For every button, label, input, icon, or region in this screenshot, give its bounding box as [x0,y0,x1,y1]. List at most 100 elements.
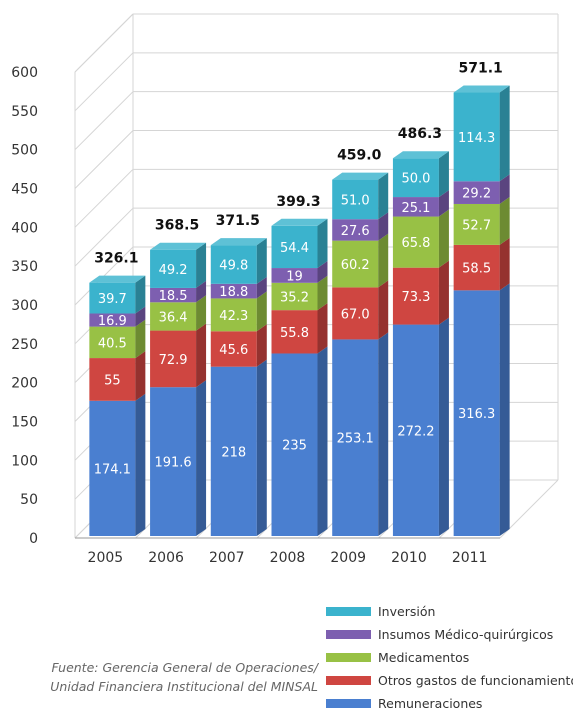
bar-segment-side [378,332,389,536]
bar-segment-side [378,280,389,340]
bar-total-label: 571.1 [458,61,502,77]
bar-total-label: 486.3 [398,126,442,142]
bar-segment-label: 27.6 [341,224,370,239]
bar-total-label: 368.5 [155,218,199,234]
legend-item-otros-gastos: Otros gastos de funcionamiento [326,669,573,692]
bar-segment-front [392,216,439,268]
gridline-depth [74,91,134,151]
y-tick-label: 250 [11,337,38,353]
bar-segment-side [317,275,328,311]
bar-total-label: 459.0 [337,148,382,164]
bar-segment-side [438,260,449,325]
y-tick-label: 550 [11,104,38,120]
bar-top-face [150,242,207,250]
bar-segment-front [150,287,197,303]
x-tick-label: 2008 [270,550,306,566]
bar-segment-front [271,282,318,311]
y-tick-label: 350 [11,259,38,275]
chart-bars [89,85,510,536]
bar-segment-label: 114.3 [458,131,495,146]
legend-label: Inversión [378,604,436,619]
bar-segment-side [317,303,328,354]
bar-segment-label: 191.6 [154,456,191,471]
bar-segment-side [135,319,146,359]
bar-segment-side [499,237,510,291]
bar-segment-side [196,323,207,388]
bar-segment-label: 42.3 [219,309,248,324]
bar-segment-label: 67.0 [341,307,370,322]
y-tick-label: 200 [11,376,38,392]
bar-top-face [332,172,389,180]
bar-segment-front [210,331,257,367]
legend-swatch-medicamentos [326,653,371,662]
y-tick-label: 100 [11,453,38,469]
bar-segment-front [89,400,136,536]
source-note-line-2: Unidad Financiera Institucional del MINS… [50,679,318,694]
legend-swatch-inversion [326,607,371,616]
bar-segment-side [196,380,207,536]
bar-segment-side [135,351,146,401]
bar-segment-label: 58.5 [462,262,491,277]
y-tick-label: 400 [11,220,38,236]
bar-segment-label: 45.6 [219,343,248,358]
bar-segment-side [378,212,389,241]
bar-segment-label: 55 [104,373,121,388]
gridline-depth [74,207,134,267]
x-tick-label: 2006 [148,550,184,566]
bar-segment-front [453,203,500,245]
x-tick-label: 2007 [209,550,245,566]
bar-segment-side [499,196,510,245]
legend-swatch-otros-gastos [326,676,371,685]
bar-segment-front [392,267,439,325]
bar-top-face [89,275,146,283]
legend-item-inversion: Inversión [326,600,573,623]
bar-segment-side [499,85,510,182]
source-note: Fuente: Gerencia General de Operaciones/… [0,658,318,696]
bar-segment-front [332,287,379,340]
bar-segment-side [196,242,207,288]
x-tick-label: 2010 [391,550,427,566]
bar-segment-label: 40.5 [98,336,127,351]
floor-gridline [499,479,559,539]
legend-label: Otros gastos de funcionamiento [378,673,573,688]
bar-segment-label: 16.9 [98,314,127,329]
bar-segment-label: 25.1 [401,201,430,216]
gridline-depth [74,130,134,189]
bar-segment-side [196,295,207,331]
legend-item-insumos: Insumos Médico-quirúrgicos [326,623,573,646]
chart-legend: Inversión Insumos Médico-quirúrgicos Med… [326,600,573,715]
bar-segment-side [378,172,389,220]
y-tick-label: 450 [11,182,38,198]
bar-segment-side [317,218,328,269]
bar-segment-front [150,330,197,388]
bar-segment-side [256,238,267,284]
chart-labels: 174.1 55 40.5 16.9 39.7 326.1 191.6 72.9 36.4 18.… [94,61,503,478]
legend-label: Remuneraciones [378,696,483,711]
bar-segment-front [150,249,197,288]
y-tick-label: 150 [11,415,38,431]
bar-segment-front [210,366,257,536]
bar-total-label: 399.3 [276,194,320,210]
x-tick-label: 2009 [330,550,366,566]
bar-segment-side [438,190,449,217]
legend-label: Insumos Médico-quirúrgicos [378,627,554,642]
bar-segment-side [196,280,207,303]
bar-segment-front [271,310,318,354]
bar-segment-front [392,158,439,198]
bar-segment-side [499,283,510,536]
bar-segment-side [438,209,449,268]
chart-axes: 0 50 100 150 200 250 300 350 400 450 500 550 600 2005… [11,65,500,566]
bar-segment-label: 49.2 [159,263,188,278]
bar-segment-label: 52.7 [462,218,491,233]
bar-segment-label: 39.7 [98,292,127,307]
bar-segment-front [392,324,439,536]
bar-segment-label: 73.3 [401,290,430,305]
legend-item-medicamentos: Medicamentos [326,646,573,669]
legend-swatch-insumos [326,630,371,639]
bar-segment-front [271,268,318,283]
legend-swatch-remuneraciones [326,699,371,708]
source-note-line-1: Fuente: Gerencia General de Operaciones/ [51,660,318,675]
bar-segment-front [210,298,257,332]
bar-segment-front [332,179,379,220]
bar-segment-label: 19 [286,269,303,284]
